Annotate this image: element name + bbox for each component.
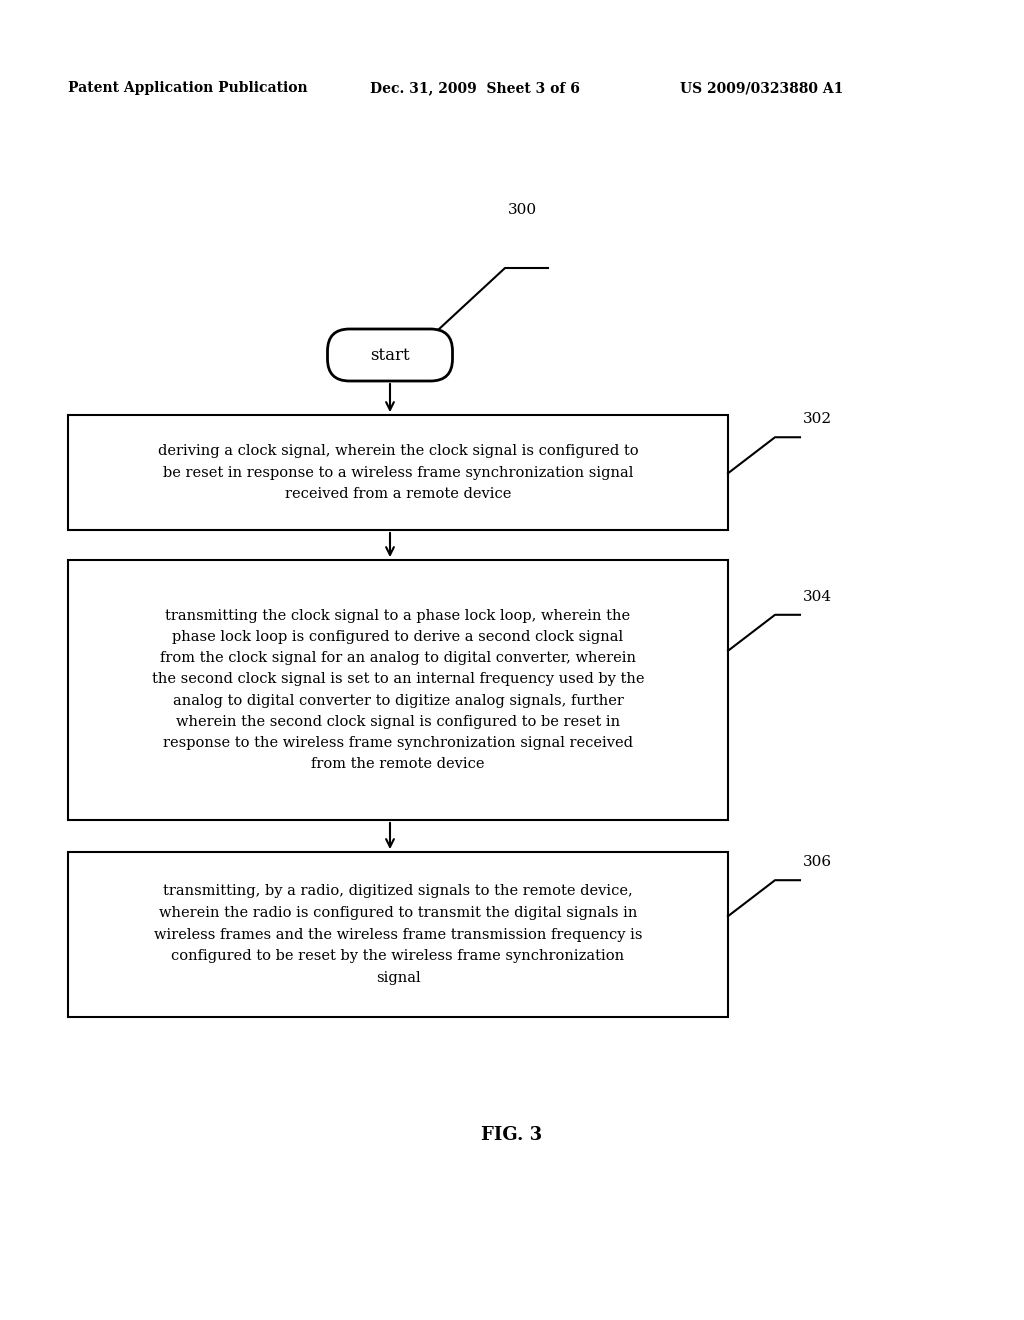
Text: transmitting the clock signal to a phase lock loop, wherein the
phase lock loop : transmitting the clock signal to a phase… (152, 609, 644, 771)
Bar (68, 414, 728, 531)
Text: 304: 304 (803, 590, 833, 603)
Bar (68, 560, 728, 820)
Text: 300: 300 (508, 203, 538, 216)
Text: transmitting, by a radio, digitized signals to the remote device,
wherein the ra: transmitting, by a radio, digitized sign… (154, 884, 642, 985)
Text: Patent Application Publication: Patent Application Publication (68, 81, 307, 95)
Text: FIG. 3: FIG. 3 (481, 1126, 543, 1144)
Text: start: start (371, 346, 410, 363)
Text: Dec. 31, 2009  Sheet 3 of 6: Dec. 31, 2009 Sheet 3 of 6 (370, 81, 580, 95)
Bar (68, 851, 728, 1016)
Text: 302: 302 (803, 412, 833, 426)
Text: US 2009/0323880 A1: US 2009/0323880 A1 (680, 81, 844, 95)
FancyBboxPatch shape (328, 329, 453, 381)
Text: deriving a clock signal, wherein the clock signal is configured to
be reset in r: deriving a clock signal, wherein the clo… (158, 444, 638, 502)
Text: 306: 306 (803, 855, 833, 869)
